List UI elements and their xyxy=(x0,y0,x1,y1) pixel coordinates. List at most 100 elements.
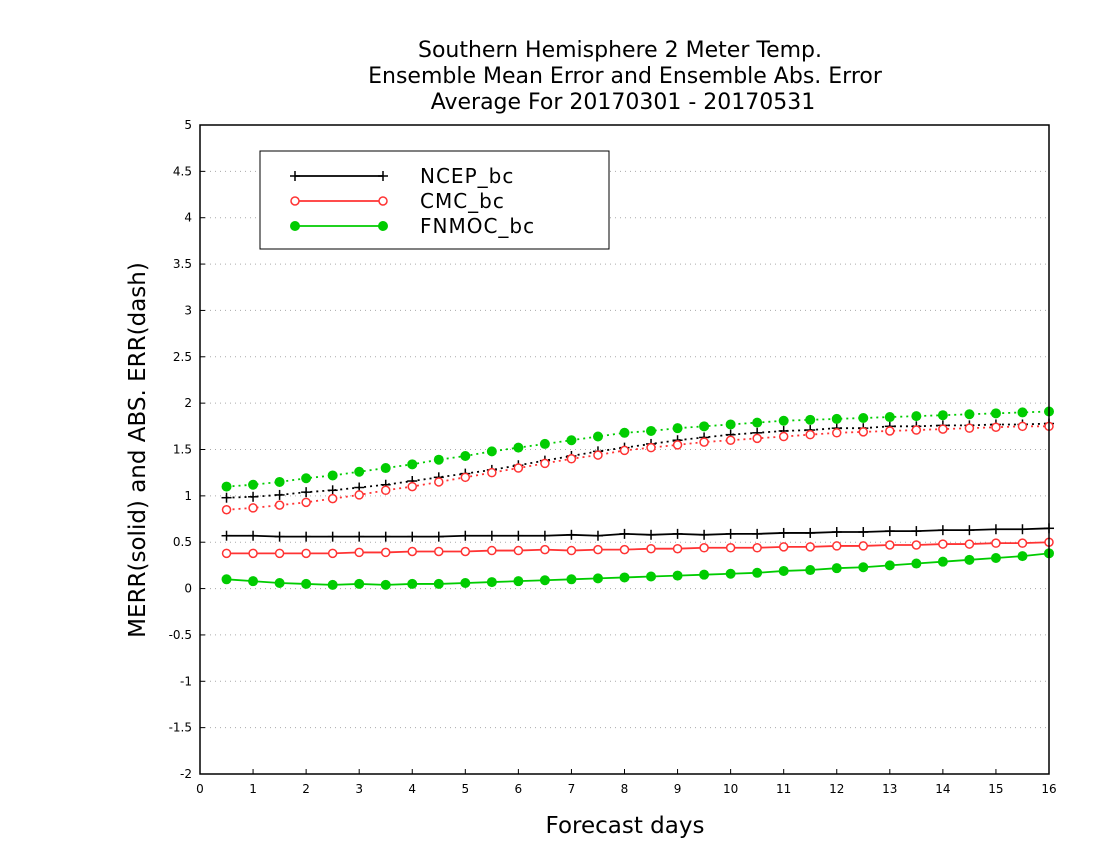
merr-point xyxy=(725,543,736,553)
abs-err-point xyxy=(725,419,736,430)
y-tick-label: 4.5 xyxy=(173,164,192,178)
merr-point xyxy=(619,528,630,539)
x-tick-label: 5 xyxy=(461,782,469,796)
abs-err-point xyxy=(433,454,444,465)
merr-point xyxy=(460,530,471,541)
merr-point xyxy=(990,552,1001,563)
abs-err-point xyxy=(699,421,710,432)
merr-point xyxy=(566,529,577,540)
merr-point xyxy=(221,548,232,559)
series-fnmoc-bc xyxy=(221,406,1054,590)
legend-label: FNMOC_bc xyxy=(420,214,535,238)
x-tick-label: 13 xyxy=(882,782,897,796)
merr-point xyxy=(858,527,869,538)
legend-marker xyxy=(378,171,388,181)
x-tick-label: 9 xyxy=(674,782,682,796)
merr-point xyxy=(752,567,763,578)
abs-err-point xyxy=(858,427,869,437)
y-tick-label: -1.5 xyxy=(169,721,192,735)
y-tick-label: 0 xyxy=(184,582,192,596)
merr-point xyxy=(433,531,444,542)
abs-err-point xyxy=(539,438,550,449)
merr-point xyxy=(699,529,710,540)
abs-err-point xyxy=(513,463,524,473)
title-line-2: Ensemble Mean Error and Ensemble Abs. Er… xyxy=(368,64,883,89)
merr-point xyxy=(566,545,577,556)
merr-point xyxy=(646,543,656,554)
merr-point xyxy=(566,574,577,585)
abs-err-point xyxy=(938,424,948,434)
abs-err-point xyxy=(248,503,258,513)
legend-marker xyxy=(290,171,300,181)
legend-item-ncep-bc: NCEP_bc xyxy=(290,164,513,188)
abs-err-point xyxy=(301,487,312,498)
merr-point xyxy=(937,556,948,567)
merr-point xyxy=(248,530,259,541)
abs-err-point xyxy=(619,445,630,456)
merr-point xyxy=(805,527,816,538)
merr-point xyxy=(805,565,816,576)
merr-point xyxy=(274,548,285,559)
merr-point xyxy=(487,545,497,556)
abs-err-point xyxy=(566,454,577,464)
series-ncep-bc xyxy=(221,418,1054,542)
merr-point xyxy=(539,530,550,541)
merr-point xyxy=(831,563,842,574)
abs-err-point xyxy=(964,423,975,433)
merr-point xyxy=(646,571,657,582)
abs-err-point xyxy=(725,435,736,445)
merr-point xyxy=(221,530,232,541)
y-tick-label: -2 xyxy=(180,767,192,781)
merr-point xyxy=(752,543,762,553)
merr-point xyxy=(407,531,418,542)
abs-err-point xyxy=(434,477,444,487)
abs-err-point xyxy=(884,412,895,423)
y-tick-label: -1 xyxy=(180,674,192,688)
merr-point xyxy=(274,531,285,542)
legend-marker xyxy=(290,196,300,206)
merr-point xyxy=(407,546,417,557)
y-tick-label: 0.5 xyxy=(173,535,192,549)
merr-point xyxy=(885,540,895,550)
x-tick-label: 15 xyxy=(988,782,1003,796)
abs-err-point xyxy=(221,492,232,503)
abs-err-point xyxy=(407,459,418,470)
abs-err-point xyxy=(380,485,391,496)
merr-point xyxy=(592,530,603,541)
merr-point xyxy=(274,578,285,589)
merr-point xyxy=(354,531,365,542)
abs-err-point xyxy=(805,414,816,425)
merr-line-fnmoc-bc xyxy=(226,552,1050,586)
y-tick-label: 1.5 xyxy=(173,443,192,457)
abs-err-point xyxy=(540,458,550,469)
merr-point xyxy=(911,558,922,569)
y-tick-label: 4 xyxy=(184,211,192,225)
merr-point xyxy=(831,527,842,538)
abs-err-point xyxy=(832,428,842,438)
merr-point xyxy=(486,530,497,541)
merr-point xyxy=(327,548,338,559)
abs-err-point xyxy=(274,489,285,500)
abs-err-point xyxy=(990,408,1001,419)
merr-point xyxy=(301,531,312,542)
abs-err-point xyxy=(407,481,417,492)
merr-point xyxy=(672,570,683,581)
merr-point xyxy=(805,542,815,552)
merr-point xyxy=(380,531,391,542)
merr-point xyxy=(593,544,603,555)
y-tick-label: 3.5 xyxy=(173,257,192,271)
abs-err-point xyxy=(937,410,948,421)
merr-point xyxy=(725,568,736,579)
abs-err-point xyxy=(380,463,391,474)
abs-err-point xyxy=(301,497,311,508)
merr-point xyxy=(592,573,603,584)
merr-point xyxy=(539,575,550,586)
merr-point xyxy=(672,528,683,539)
abs-err-point xyxy=(964,409,975,420)
legend-marker xyxy=(290,221,300,231)
merr-point xyxy=(513,530,524,541)
merr-point xyxy=(778,542,789,552)
x-tick-label: 3 xyxy=(355,782,363,796)
